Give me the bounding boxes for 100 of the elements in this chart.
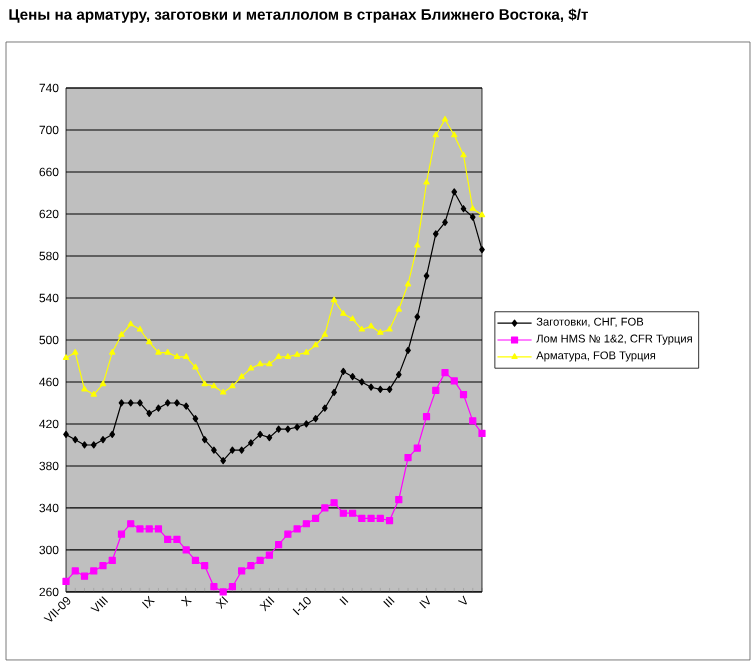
point — [155, 348, 162, 355]
point — [442, 218, 448, 226]
point — [349, 315, 356, 322]
point — [367, 322, 375, 329]
point — [146, 338, 153, 345]
point — [90, 441, 97, 449]
point — [312, 514, 320, 523]
point — [127, 399, 134, 407]
point — [238, 373, 245, 379]
point — [293, 351, 301, 357]
point — [460, 205, 467, 213]
point — [137, 399, 143, 407]
point — [63, 430, 69, 439]
point — [182, 546, 190, 554]
point — [358, 378, 365, 386]
point — [219, 388, 227, 395]
point — [173, 353, 181, 359]
point — [81, 385, 88, 392]
point — [469, 417, 477, 425]
point — [303, 348, 310, 355]
point — [71, 567, 79, 575]
point — [367, 514, 375, 523]
point — [293, 525, 301, 533]
point — [340, 310, 347, 316]
point — [469, 205, 476, 211]
point — [210, 382, 218, 389]
point — [460, 151, 467, 158]
point — [154, 525, 163, 533]
point — [183, 402, 190, 410]
point — [469, 213, 476, 221]
point — [395, 495, 403, 504]
point — [201, 436, 208, 444]
point — [479, 246, 485, 254]
point — [99, 380, 107, 387]
point — [211, 446, 217, 454]
point — [118, 399, 125, 407]
point — [376, 514, 384, 523]
point — [229, 382, 236, 389]
point — [349, 373, 356, 381]
point — [405, 346, 411, 355]
point — [266, 360, 273, 367]
point — [90, 390, 97, 397]
point — [386, 325, 393, 332]
point — [238, 567, 246, 575]
point — [404, 280, 412, 287]
point — [99, 562, 107, 570]
point — [256, 556, 264, 565]
point — [321, 504, 329, 512]
point — [385, 516, 394, 525]
point — [220, 457, 227, 465]
point — [377, 385, 384, 393]
point — [192, 363, 199, 370]
point — [451, 131, 458, 138]
point — [423, 272, 430, 280]
point — [321, 331, 329, 337]
point — [432, 386, 440, 394]
point — [145, 525, 153, 533]
point — [155, 404, 162, 412]
point — [303, 420, 310, 428]
point — [348, 509, 357, 517]
point — [248, 439, 254, 447]
point — [404, 453, 412, 462]
point — [478, 211, 486, 218]
point — [201, 380, 208, 387]
point — [358, 325, 366, 332]
point — [108, 556, 116, 565]
point — [109, 348, 116, 355]
point — [275, 353, 282, 359]
point — [414, 241, 421, 248]
point — [72, 436, 79, 444]
point — [377, 329, 384, 335]
point — [192, 415, 199, 423]
point — [322, 404, 328, 412]
point — [450, 377, 458, 385]
point — [62, 577, 70, 586]
point — [414, 313, 421, 321]
point — [201, 562, 209, 570]
point — [136, 325, 144, 332]
point — [368, 383, 374, 391]
point — [210, 583, 218, 591]
point — [284, 353, 292, 359]
point — [302, 520, 310, 528]
point — [330, 296, 338, 303]
point — [173, 535, 181, 544]
point — [358, 514, 366, 523]
point — [80, 572, 89, 580]
point — [219, 588, 227, 596]
point — [146, 409, 153, 418]
point — [386, 385, 393, 393]
point — [127, 520, 135, 528]
point — [136, 525, 144, 533]
point — [117, 530, 126, 538]
point — [229, 446, 236, 454]
point — [275, 541, 283, 549]
point — [72, 348, 79, 355]
point — [339, 509, 347, 517]
point — [330, 499, 338, 507]
point — [266, 434, 273, 442]
point — [294, 423, 300, 431]
point — [423, 178, 430, 185]
